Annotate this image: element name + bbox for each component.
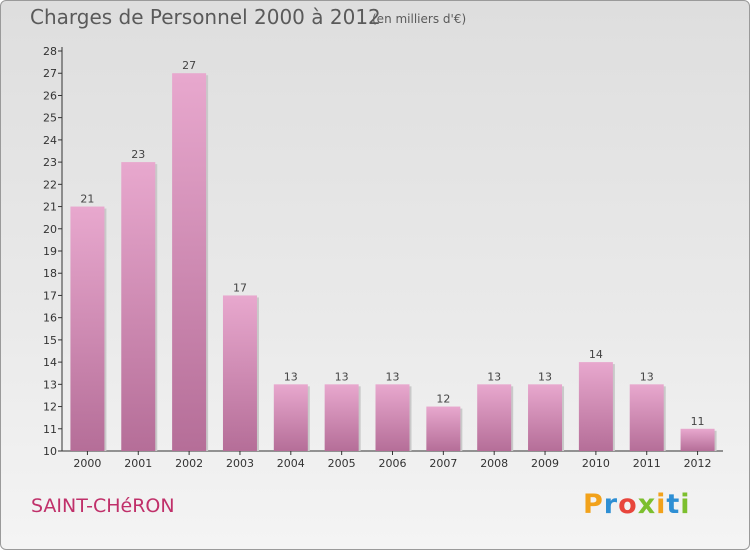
logo-letter: i	[680, 489, 691, 520]
data-label: 13	[386, 370, 400, 383]
x-tick-label: 2004	[277, 457, 305, 470]
data-label: 13	[335, 370, 349, 383]
x-tick-label: 2001	[124, 457, 152, 470]
logo-letter: t	[666, 489, 681, 520]
y-tick-label: 14	[43, 356, 57, 369]
y-tick-label: 22	[43, 178, 57, 191]
bar	[222, 295, 257, 451]
data-label: 27	[182, 59, 196, 72]
x-tick-label: 2005	[328, 457, 356, 470]
x-tick-label: 2002	[175, 457, 203, 470]
x-tick-label: 2003	[226, 457, 254, 470]
data-label: 13	[487, 370, 501, 383]
data-label: 23	[131, 148, 145, 161]
bar	[680, 428, 715, 451]
proxiti-logo: Proxiti	[583, 489, 691, 520]
y-tick-label: 16	[43, 312, 57, 325]
x-tick-label: 2009	[531, 457, 559, 470]
logo-letter: x	[637, 489, 657, 520]
y-tick-label: 23	[43, 156, 57, 169]
bar	[324, 384, 359, 451]
y-tick-label: 19	[43, 245, 57, 258]
y-tick-label: 15	[43, 334, 57, 347]
bar	[121, 162, 156, 451]
x-tick-label: 2012	[684, 457, 712, 470]
y-tick-label: 21	[43, 201, 57, 214]
data-label: 21	[80, 193, 94, 206]
y-tick-label: 26	[43, 89, 57, 102]
chart-title: Charges de Personnel 2000 à 2012	[30, 5, 381, 29]
logo-letter: P	[583, 489, 604, 520]
bar	[172, 73, 207, 451]
y-tick-label: 11	[43, 423, 57, 436]
bar	[629, 384, 664, 451]
bar	[70, 206, 105, 451]
x-tick-label: 2006	[379, 457, 407, 470]
x-tick-label: 2007	[429, 457, 457, 470]
x-tick-label: 2000	[73, 457, 101, 470]
commune-name: SAINT-CHéRON	[31, 495, 175, 517]
y-tick-label: 10	[43, 445, 57, 458]
data-label: 13	[640, 370, 654, 383]
x-tick-label: 2011	[633, 457, 661, 470]
y-tick-label: 24	[43, 134, 57, 147]
data-label: 13	[284, 370, 298, 383]
bar	[273, 384, 308, 451]
logo-letter: r	[603, 489, 619, 520]
data-label: 11	[691, 415, 705, 428]
chart-subtitle: (en milliers d'€)	[372, 12, 467, 26]
bar	[528, 384, 563, 451]
logo-letter: o	[618, 489, 638, 520]
y-tick-label: 27	[43, 67, 57, 80]
data-label: 14	[589, 348, 603, 361]
y-tick-label: 17	[43, 289, 57, 302]
y-tick-label: 13	[43, 378, 57, 391]
data-label: 13	[538, 370, 552, 383]
data-label: 17	[233, 281, 247, 294]
bar	[375, 384, 410, 451]
y-tick-label: 20	[43, 223, 57, 236]
y-tick-label: 28	[43, 45, 57, 58]
bar	[477, 384, 512, 451]
y-tick-label: 18	[43, 267, 57, 280]
x-tick-label: 2008	[480, 457, 508, 470]
bar	[578, 362, 613, 451]
y-tick-label: 25	[43, 112, 57, 125]
x-tick-label: 2010	[582, 457, 610, 470]
bar	[426, 406, 461, 451]
y-tick-label: 12	[43, 401, 57, 414]
data-label: 12	[436, 393, 450, 406]
logo-letter: i	[656, 489, 667, 520]
